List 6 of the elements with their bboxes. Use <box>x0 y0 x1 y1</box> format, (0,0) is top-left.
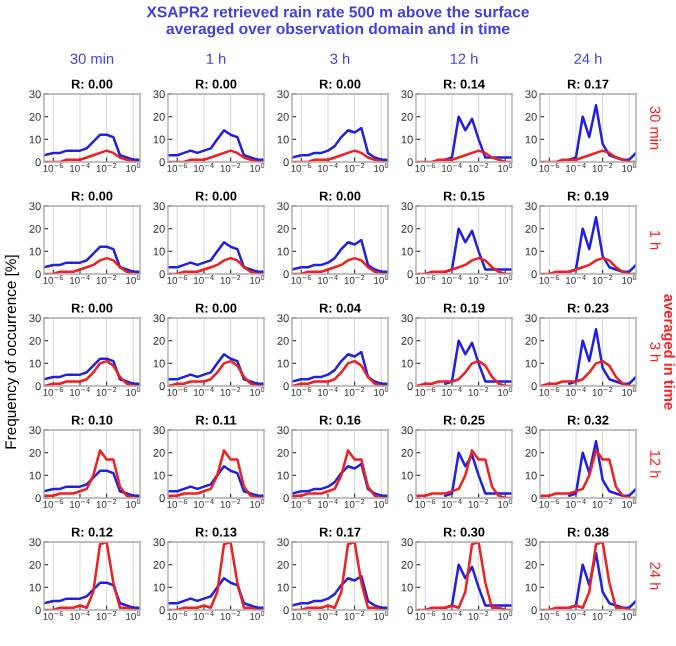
line-series <box>568 104 636 161</box>
line-series <box>444 451 512 497</box>
line-series <box>444 339 512 385</box>
line-series <box>568 440 636 497</box>
line-series <box>444 115 512 161</box>
line-series <box>568 328 636 385</box>
